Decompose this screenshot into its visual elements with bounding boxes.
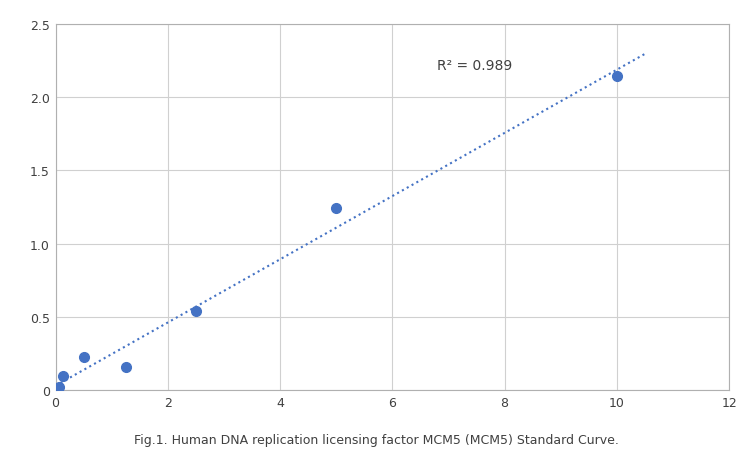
Point: [56, 372, 68, 379]
Text: R² = 0.989: R² = 0.989: [437, 59, 513, 73]
Point: [50, 386, 62, 393]
Point: [330, 205, 342, 212]
Point: [120, 364, 132, 371]
Point: [611, 74, 623, 81]
Text: Fig.1. Human DNA replication licensing factor MCM5 (MCM5) Standard Curve.: Fig.1. Human DNA replication licensing f…: [134, 433, 618, 446]
Point: [77, 353, 89, 360]
Point: [53, 384, 65, 391]
Point: [190, 308, 202, 315]
